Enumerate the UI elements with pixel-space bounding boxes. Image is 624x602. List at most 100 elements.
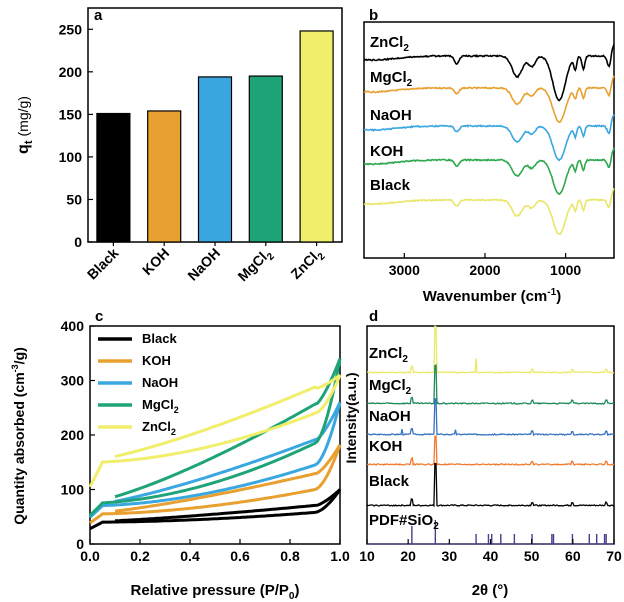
panel-c-xlabel: Relative pressure (P/P0) xyxy=(131,582,300,602)
panel-b-xlabel: Wavenumber (cm-1) xyxy=(423,287,561,305)
xtick-label: 20 xyxy=(400,548,416,564)
xtick-label: 0.0 xyxy=(80,548,100,564)
xtick-label: KOH xyxy=(139,245,172,278)
xtick-label: 0.8 xyxy=(280,548,300,564)
legend-label-zncl: ZnCl2 xyxy=(142,419,176,437)
bar-koh xyxy=(147,110,182,243)
ftir-line-black xyxy=(363,44,615,102)
isotherm-ads-zncl2 xyxy=(88,374,342,488)
legend-label-black: Black xyxy=(142,331,177,346)
panel-b-lines xyxy=(363,44,615,236)
panel-d-tag: d xyxy=(369,308,378,325)
isotherm-des-naoh xyxy=(114,401,342,503)
panel-a-yticks: 0 50 100 150 200 250 xyxy=(59,21,93,250)
isotherm-ads-naoh xyxy=(88,401,342,519)
xtick-label: 50 xyxy=(524,548,540,564)
panel-d-xlabel: 2θ (°) xyxy=(472,582,509,599)
xrd-line-black xyxy=(366,462,615,508)
isotherm-ads-mgcl2 xyxy=(88,358,342,517)
panel-a-bars xyxy=(96,30,334,243)
ftir-line-koh xyxy=(363,75,615,124)
xtick-label: 3000 xyxy=(389,262,420,278)
panel-c-legend: Black KOH NaOH MgCl2 ZnCl2 xyxy=(98,331,179,437)
xrd-label-mgcl: MgCl2 xyxy=(369,377,412,397)
panel-a: a 0 50 100 150 200 250 Black KOH NaOH MgCl2 ZnCl2… xyxy=(15,7,343,284)
panel-b-tag: b xyxy=(369,7,378,24)
bar-black xyxy=(96,112,131,243)
panel-c-yticks: 0 100 200 300 400 xyxy=(61,318,95,552)
isotherm-des-zncl2 xyxy=(114,373,341,458)
isotherm-ads-koh xyxy=(89,444,342,525)
ytick-label: 100 xyxy=(61,482,85,498)
ftir-label-black: Black xyxy=(370,177,411,194)
panel-c-frame xyxy=(89,325,341,545)
bar-mgcl2 xyxy=(248,75,283,243)
ftir-label-zncl: ZnCl2 xyxy=(370,34,409,54)
isotherm-des-mgcl2 xyxy=(114,358,342,499)
bar-zncl2 xyxy=(299,30,334,243)
xtick-label: 1.0 xyxy=(330,548,350,564)
xtick-label: 30 xyxy=(442,548,458,564)
panel-a-xticks: Black KOH NaOH MgCl2 ZnCl2 xyxy=(84,242,328,284)
panel-b-xticks: 3000 2000 1000 xyxy=(389,253,581,278)
ytick-label: 300 xyxy=(61,373,85,389)
xrd-label-pdfsio: PDF#SiO2 xyxy=(369,512,439,532)
legend-label-mgcl: MgCl2 xyxy=(142,397,179,415)
panel-b-frame xyxy=(363,21,615,259)
xrd-line-mgcl2 xyxy=(366,364,615,405)
xrd-label-zncl: ZnCl2 xyxy=(369,345,408,365)
ytick-label: 250 xyxy=(59,21,83,37)
legend-label-naoh: NaOH xyxy=(142,375,178,390)
panel-c-xticks: 0.0 0.2 0.4 0.6 0.8 1.0 xyxy=(80,539,350,564)
ytick-label: 50 xyxy=(66,191,82,207)
panel-a-tag: a xyxy=(94,7,103,24)
xtick-label: 0.6 xyxy=(230,548,250,564)
panel-d: d ZnCl2 MgCl2 NaOH KOH Black PDF#SiO2 10 20 30 4… xyxy=(343,308,622,599)
panel-d-xticks: 10 20 30 40 50 60 70 xyxy=(359,539,622,564)
panel-b-series-labels: ZnCl2 MgCl2 NaOH KOH Black xyxy=(370,34,413,194)
panel-d-ylabel: Intensity(a.u.) xyxy=(343,372,359,463)
panel-b: b ZnCl2 MgCl2 NaOH KOH Black 3000 2000 1000 Wa… xyxy=(363,7,615,305)
xtick-label: NaOH xyxy=(184,245,223,284)
ytick-label: 200 xyxy=(59,64,83,80)
panel-d-series-labels: ZnCl2 MgCl2 NaOH KOH Black PDF#SiO2 xyxy=(369,345,439,532)
ytick-label: 200 xyxy=(61,427,85,443)
ftir-label-koh: KOH xyxy=(370,143,403,160)
xrd-line-zncl2 xyxy=(366,325,615,374)
xtick-label: 70 xyxy=(606,548,622,564)
ftir-label-mgcl: MgCl2 xyxy=(370,69,413,89)
xtick-label: 0.2 xyxy=(130,548,150,564)
ytick-label: 100 xyxy=(59,149,83,165)
xtick-label: 2000 xyxy=(469,262,500,278)
ytick-label: 0 xyxy=(74,234,82,250)
legend-label-koh: KOH xyxy=(142,353,171,368)
isotherm-des-black xyxy=(114,488,341,523)
panel-a-ylabel: qt(mg/g) xyxy=(15,96,35,154)
ftir-line-naoh xyxy=(363,114,615,162)
xtick-label: ZnCl2 xyxy=(287,244,327,284)
ytick-label: 400 xyxy=(61,318,85,334)
xtick-label: 40 xyxy=(483,548,499,564)
xrd-line-naoh xyxy=(366,397,615,437)
ftir-line-mgcl2 xyxy=(363,147,615,196)
xtick-label: Black xyxy=(84,245,122,283)
isotherm-des-koh xyxy=(114,444,342,513)
panel-d-lines xyxy=(366,325,615,508)
xrd-line-koh xyxy=(366,435,615,467)
panel-c-lines xyxy=(88,358,342,531)
bar-naoh xyxy=(197,76,233,243)
panel-c: c Black KOH NaOH MgCl2 ZnCl2 0.0 0.2 0.4 0.6 0.8… xyxy=(10,308,350,602)
xtick-label: 60 xyxy=(565,548,581,564)
panel-c-tag: c xyxy=(95,308,103,325)
ftir-line-zncl2 xyxy=(363,187,615,236)
ytick-label: 0 xyxy=(76,536,84,552)
xrd-label-black: Black xyxy=(369,473,410,490)
xrd-label-koh: KOH xyxy=(369,438,402,455)
ftir-label-naoh: NaOH xyxy=(370,107,412,124)
xrd-label-naoh: NaOH xyxy=(369,408,411,425)
xtick-label: 0.4 xyxy=(180,548,200,564)
xtick-label: 10 xyxy=(359,548,375,564)
panel-c-ylabel: Quantity absorbed (cm-3/g) xyxy=(10,347,27,525)
isotherm-ads-black xyxy=(89,488,342,531)
